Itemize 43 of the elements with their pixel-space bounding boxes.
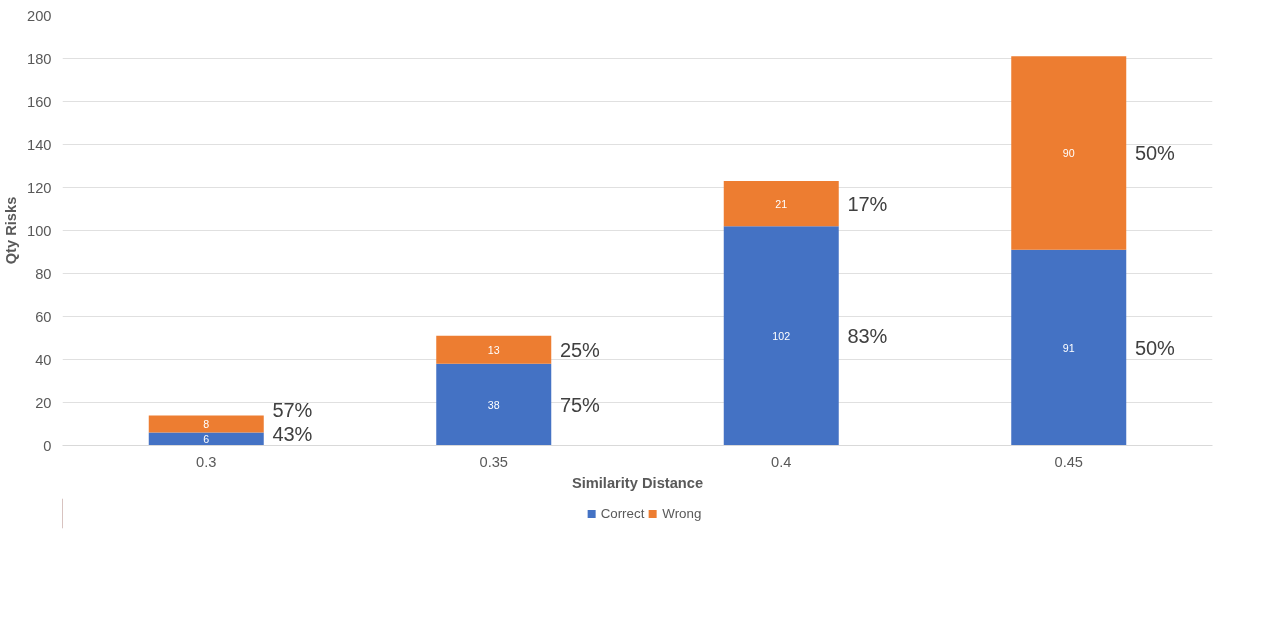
bar	[148, 432, 264, 446]
y-axis-title: Qty Risks	[3, 196, 20, 265]
y-tick-label: 0	[43, 437, 52, 454]
annotation: 25%	[559, 338, 601, 361]
x-axis-title: Similarity Distance	[571, 474, 704, 491]
annotation: 83%	[847, 324, 888, 347]
data-label: 90	[1062, 147, 1075, 160]
data-label: 102	[772, 329, 791, 342]
y-tick-label: 160	[27, 93, 52, 110]
x-tick-label: 0.3	[196, 453, 217, 470]
annotation: 43%	[272, 422, 313, 445]
y-tick-label: 180	[27, 50, 52, 67]
annotation: 50%	[1134, 336, 1176, 359]
annotation: 17%	[847, 192, 888, 215]
data-label: 6	[203, 433, 210, 446]
annotation: 57%	[272, 399, 313, 422]
x-tick-label: 0.4	[771, 453, 792, 470]
x-tick-label: 0.35	[479, 453, 509, 470]
y-tick-label: 200	[27, 7, 52, 24]
bar	[436, 335, 552, 364]
data-label: 13	[487, 343, 500, 356]
data-label: 91	[1062, 341, 1075, 354]
y-tick-label: 80	[35, 265, 52, 282]
y-tick-label: 120	[27, 179, 52, 196]
annotation: 50%	[1134, 142, 1176, 165]
bar	[1011, 56, 1127, 250]
data-label: 21	[775, 197, 788, 210]
annotation: 75%	[559, 393, 601, 416]
legend-label: Correct	[600, 505, 645, 521]
x-tick-label: 0.45	[1054, 453, 1084, 470]
bar	[148, 415, 264, 433]
bar	[723, 226, 839, 446]
y-tick-label: 140	[27, 136, 52, 153]
y-tick-label: 40	[35, 351, 52, 368]
y-tick-label: 100	[27, 222, 52, 239]
y-tick-label: 60	[35, 308, 52, 325]
legend-label: Wrong	[662, 505, 702, 521]
bar	[723, 181, 839, 227]
bar	[1011, 249, 1127, 446]
data-label: 38	[487, 398, 500, 411]
bar	[436, 363, 552, 446]
data-label: 8	[203, 418, 210, 430]
y-tick-label: 20	[35, 394, 52, 411]
